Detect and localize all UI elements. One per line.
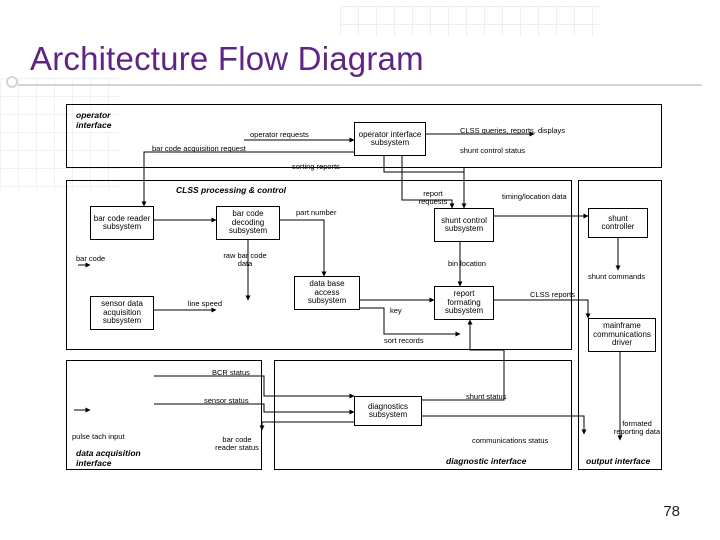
region-label-diag-if: diagnostic interface (444, 456, 528, 466)
title-underline (18, 84, 702, 86)
region-label-dai: data acquisitioninterface (74, 448, 143, 468)
edge-label-16: line speed (180, 300, 230, 308)
edge-label-0: operator requests (250, 130, 309, 139)
edge-label-21: shunt status (466, 392, 506, 401)
edge-label-3: sorting reports (292, 162, 340, 171)
node-sc: shunt controller (588, 208, 648, 238)
diagram-canvas: operatorinterface CLSS processing & contr… (64, 100, 664, 490)
edge-label-22: communications status (472, 436, 548, 445)
edge-label-15: CLSS reports (530, 290, 575, 299)
edge-label-23: formated reporting data (612, 420, 662, 435)
region-diag-if (274, 360, 572, 470)
node-bcr: bar code reader subsystem (90, 206, 154, 240)
edge-label-18: BCR status (212, 368, 250, 377)
region-label-out-if: output interface (584, 456, 652, 466)
node-mcd: mainframe communications driver (588, 318, 656, 352)
node-scs: shunt control subsystem (434, 208, 494, 242)
edge-label-17: pulse tach input (72, 432, 125, 441)
edge-label-2: bar code acquisition request (152, 144, 246, 153)
edge-label-10: raw bar code data (220, 252, 270, 267)
edge-label-8: part number (296, 208, 336, 217)
edge-label-6: shunt commands (588, 272, 645, 281)
edge-label-9: bar code (76, 254, 105, 263)
node-bcd: bar code decoding subsystem (216, 206, 280, 240)
edge-label-11: report requests (408, 190, 458, 205)
edge-label-1: CLSS queries, reports, displays (460, 126, 565, 135)
edge-label-4: shunt control status (460, 146, 525, 155)
edge-label-14: sort records (384, 336, 424, 345)
decorative-grid-top (340, 6, 600, 36)
node-rfs: report formating subsystem (434, 286, 494, 320)
node-diag: diagnostics subsystem (354, 396, 422, 426)
bullet-dot (6, 76, 18, 88)
edge-label-13: bin location (442, 260, 492, 268)
page-number: 78 (663, 503, 680, 520)
edge-label-20: bar code reader status (212, 436, 262, 451)
region-label-clss: CLSS processing & control (174, 185, 288, 195)
edge-label-5: timing/location data (502, 192, 567, 201)
region-label-op-if: operatorinterface (74, 110, 113, 130)
slide-title: Architecture Flow Diagram (30, 40, 424, 78)
edge-label-12: key (390, 306, 402, 315)
node-sda: sensor data acquisition subsystem (90, 296, 154, 330)
node-dba: data base access subsystem (294, 276, 360, 310)
node-ois: operator interface subsystem (354, 122, 426, 156)
edge-label-19: sensor status (204, 396, 249, 405)
